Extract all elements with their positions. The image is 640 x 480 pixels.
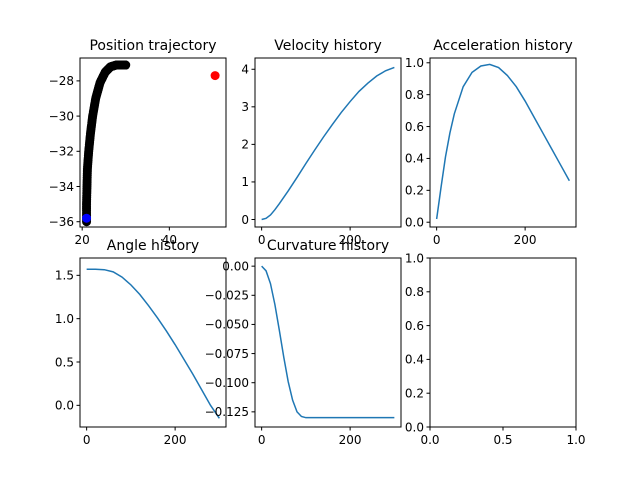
y-tick-label: 1.0	[405, 251, 424, 265]
y-tick-label: 0.6	[405, 319, 424, 333]
y-tick-label: −0.025	[205, 289, 249, 303]
y-tick-label: 0.2	[405, 184, 424, 198]
y-tick-label: −28	[49, 74, 74, 88]
y-tick-label: 1.0	[55, 312, 74, 326]
y-tick-label: 1.0	[405, 56, 424, 70]
axes-curvature: 0 200 0.00 −0.025 −0.050 −0.075 −0.100 −0.125 Cu…	[205, 238, 402, 447]
series-line	[435, 63, 571, 220]
goal-marker	[210, 71, 220, 81]
chart-title: Acceleration history	[433, 38, 573, 54]
x-tick-label: 200	[514, 233, 537, 247]
y-tick-label: −0.100	[205, 376, 249, 390]
series-line	[261, 66, 395, 221]
axes-frame	[79, 57, 227, 228]
y-tick-label: 0.0	[405, 216, 424, 230]
axes-frame	[254, 257, 402, 428]
y-tick-label: 3	[241, 100, 249, 114]
chart-title: Position trajectory	[89, 38, 216, 54]
axes-frame	[79, 257, 227, 428]
y-tick-label: 0.4	[405, 152, 424, 166]
axes-empty: 0.0 0.5 1.0 0.0 0.2 0.4 0.6 0.8 1.0	[405, 251, 586, 447]
y-tick-label: 2	[241, 138, 249, 152]
x-tick-label: 40	[162, 233, 177, 247]
trajectory-point	[121, 60, 131, 70]
x-tick-label: 200	[164, 433, 187, 447]
x-tick-label: 0	[258, 233, 266, 247]
plot-area	[86, 268, 220, 419]
y-tick-label: −0.050	[205, 318, 249, 332]
y-tick-label: −0.075	[205, 347, 249, 361]
axes-frame	[254, 57, 402, 228]
y-tick-label: 0.0	[55, 399, 74, 413]
series-line	[261, 265, 395, 419]
chart-title: Curvature history	[267, 238, 389, 254]
x-tick-label: 0	[258, 433, 266, 447]
x-tick-label: 1.0	[566, 433, 585, 447]
y-tick-label: 0.5	[55, 355, 74, 369]
y-tick-label: 4	[241, 63, 249, 77]
axes-position: 20 40 −36 −34 −32 −30 −28 Position trajectory	[49, 38, 227, 247]
x-tick-label: 0.5	[493, 433, 512, 447]
y-tick-label: 0	[241, 213, 249, 227]
plot-area	[261, 66, 395, 221]
chart-title: Velocity history	[274, 38, 382, 54]
y-tick-label: 0.2	[405, 387, 424, 401]
axes-acceleration: 0 200 0.0 0.2 0.4 0.6 0.8 1.0 Acceleration histo…	[405, 38, 577, 247]
x-tick-label: 0	[83, 433, 91, 447]
plot-area	[261, 265, 395, 419]
y-tick-label: −32	[49, 145, 74, 159]
y-tick-label: −30	[49, 109, 74, 123]
y-tick-label: 0.8	[405, 88, 424, 102]
y-tick-label: −0.125	[205, 405, 249, 419]
axes-velocity: 0 200 0 1 2 3 4 Velocity history	[241, 38, 402, 247]
x-tick-label: 200	[339, 233, 362, 247]
axes-frame	[429, 57, 577, 228]
y-tick-label: −34	[49, 180, 74, 194]
y-tick-label: 0.6	[405, 120, 424, 134]
y-tick-label: 1	[241, 175, 249, 189]
y-tick-label: 0.00	[222, 259, 249, 273]
x-tick-label: 20	[75, 233, 90, 247]
y-tick-label: 0.4	[405, 353, 424, 367]
y-tick-label: 0.0	[405, 420, 424, 434]
axes-angle: 0 200 0.0 0.5 1.0 1.5 Angle history	[55, 238, 227, 447]
series-line	[86, 268, 220, 419]
y-tick-label: 1.5	[55, 269, 74, 283]
plot-area	[82, 60, 131, 227]
x-tick-label: 200	[339, 433, 362, 447]
axes-frame	[429, 257, 577, 428]
x-tick-label: 0	[433, 233, 441, 247]
start-marker	[82, 213, 92, 223]
y-tick-label: −36	[49, 215, 74, 229]
chart-title: Angle history	[107, 238, 199, 254]
x-tick-label: 0.0	[420, 433, 439, 447]
y-tick-label: 0.8	[405, 285, 424, 299]
plot-area	[435, 63, 571, 220]
